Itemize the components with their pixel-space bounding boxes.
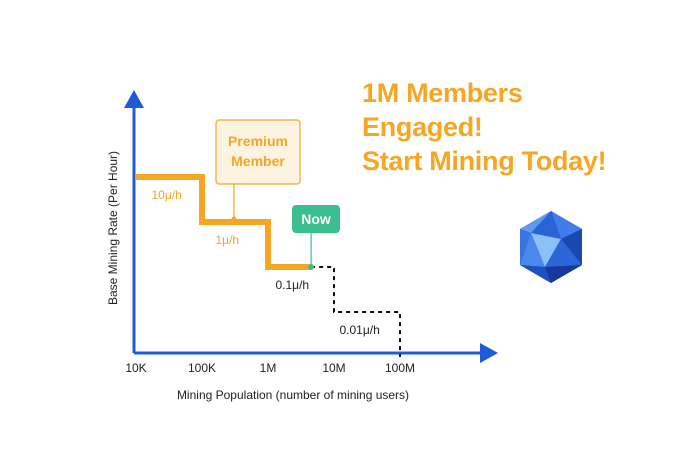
x-axis-arrow <box>480 343 498 363</box>
series-line-1 <box>311 266 401 357</box>
headline-line-3: Start Mining Today! <box>362 146 607 176</box>
rate-label-0-01: 0.01μ/h <box>339 323 379 337</box>
headline-line-2: Engaged! <box>362 112 483 142</box>
premium-callout-text-line-1: Premium <box>228 133 288 149</box>
series-line-0 <box>136 174 312 270</box>
x-tick-label: 10K <box>125 361 146 375</box>
rate-label-0-1: 0.1μ/h <box>275 278 309 292</box>
premium-callout-text-line-2: Member <box>231 153 285 169</box>
rate-label-1: 1μ/h <box>215 233 239 247</box>
x-tick-label: 1M <box>260 361 277 375</box>
headline: 1M Members Engaged! Start Mining Today! <box>362 76 607 178</box>
x-tick-label: 100M <box>385 361 415 375</box>
x-tick-labels: 10K 100K 1M 10M 100M <box>125 361 415 375</box>
premium-marker <box>231 216 237 222</box>
now-callout: Now <box>292 205 340 267</box>
rate-labels: 10μ/h 1μ/h 0.1μ/h 0.01μ/h <box>151 188 379 337</box>
rate-label-10: 10μ/h <box>151 188 181 202</box>
x-axis-title: Mining Population (number of mining user… <box>177 388 409 402</box>
x-tick-label: 100K <box>188 361 216 375</box>
now-callout-text: Now <box>301 211 331 227</box>
now-callout-box <box>292 205 340 233</box>
axes <box>124 90 498 363</box>
premium-member-callout: Premium Member <box>215 119 301 222</box>
headline-line-1: 1M Members <box>362 78 523 108</box>
x-tick-label: 10M <box>322 361 345 375</box>
y-axis-arrow <box>124 90 144 108</box>
icosahedron-logo-icon <box>520 211 582 283</box>
premium-callout-box <box>215 119 301 185</box>
y-axis-title: Base Mining Rate (Per Hour) <box>106 151 120 305</box>
